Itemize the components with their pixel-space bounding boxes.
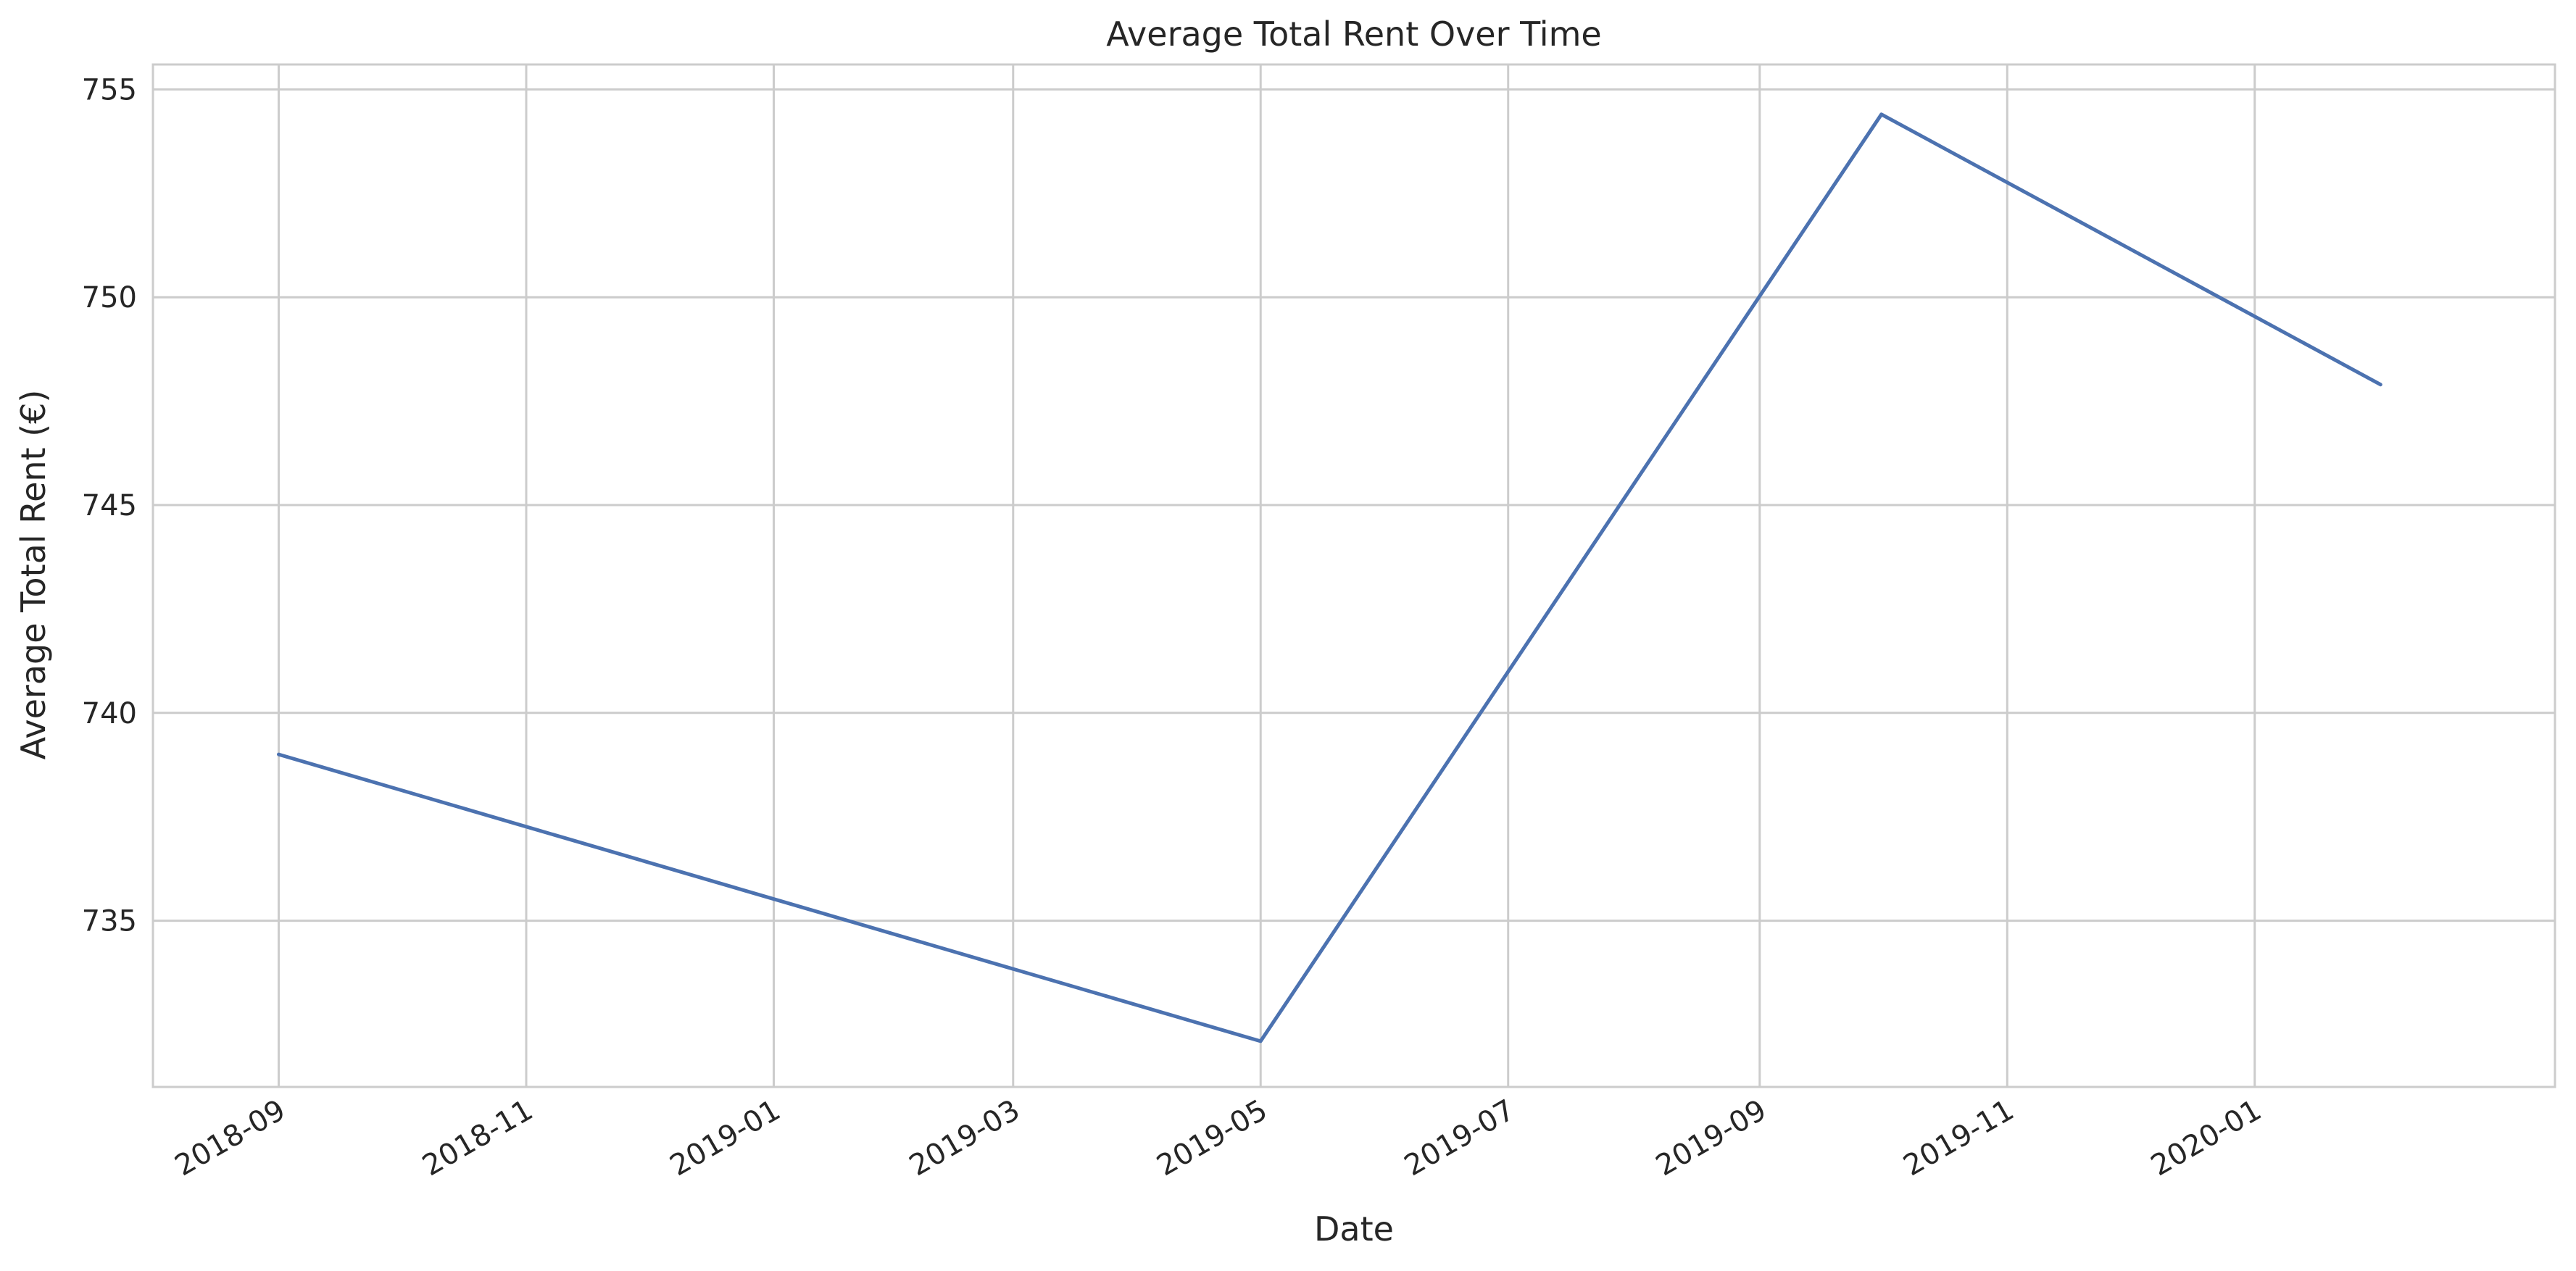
y-tick-label: 745 — [82, 489, 137, 522]
y-tick-labels: 735 740 745 750 755 — [82, 73, 137, 938]
y-axis-label: Average Total Rent (€) — [14, 390, 53, 760]
y-tick-label: 755 — [82, 73, 137, 107]
grid-lines — [153, 64, 2555, 1087]
plot-area-frame — [151, 63, 2556, 1088]
y-tick-label: 740 — [82, 697, 137, 730]
series-line — [277, 112, 2382, 1043]
y-tick-label: 735 — [82, 905, 137, 938]
y-tick-label: 750 — [82, 281, 137, 314]
series-layer — [277, 112, 2382, 1043]
x-axis-label: Date — [1314, 1209, 1394, 1249]
chart-title: Average Total Rent Over Time — [1106, 14, 1601, 54]
